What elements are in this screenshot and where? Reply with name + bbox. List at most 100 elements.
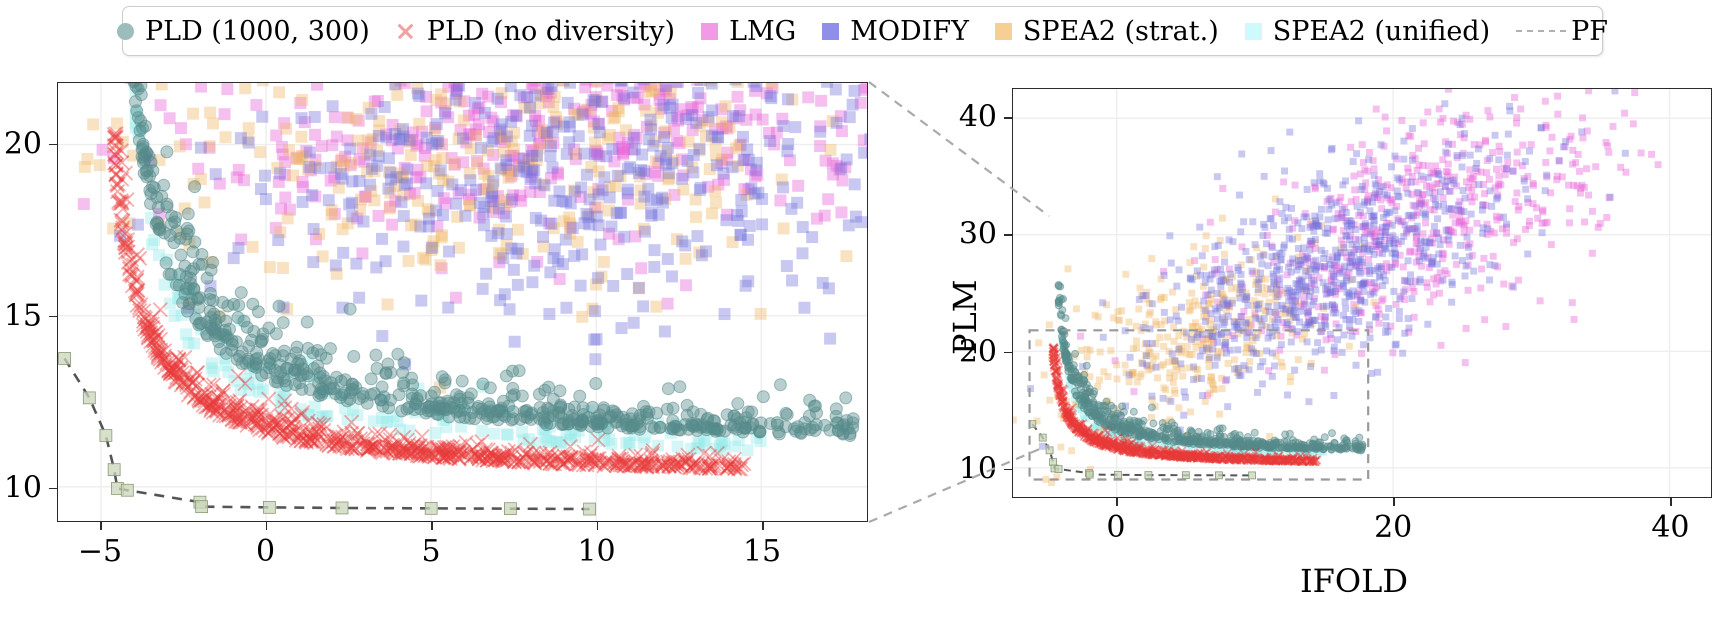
data-point (1286, 309, 1294, 317)
data-point (1522, 185, 1530, 193)
data-point (188, 337, 201, 350)
data-point (1506, 102, 1514, 110)
data-point (132, 303, 148, 319)
data-point (1113, 361, 1121, 369)
data-point (364, 372, 378, 386)
data-point (205, 395, 221, 412)
data-point (517, 434, 530, 447)
data-point (476, 377, 490, 391)
data-point (390, 83, 403, 90)
legend-item: SPEA2 (strat.) (994, 18, 1219, 45)
data-point (1637, 149, 1645, 157)
data-point (348, 434, 364, 450)
data-point (1118, 307, 1126, 315)
data-point (1440, 250, 1448, 258)
data-point (612, 105, 625, 118)
data-point (1282, 305, 1290, 313)
data-point (1226, 346, 1234, 354)
data-point (1588, 207, 1596, 215)
data-point (1206, 377, 1214, 385)
data-point (1294, 449, 1302, 457)
data-point (545, 452, 561, 468)
data-point (1186, 364, 1193, 372)
data-point (1467, 210, 1475, 218)
data-point (1357, 297, 1365, 305)
data-point (1522, 225, 1530, 233)
data-point (1482, 138, 1490, 146)
data-point (1162, 386, 1170, 394)
data-point (344, 159, 357, 172)
data-point (1401, 221, 1409, 229)
data-point (1268, 332, 1276, 340)
data-point (227, 410, 243, 427)
data-point (611, 169, 624, 182)
data-point (1285, 297, 1293, 305)
data-point (1233, 324, 1241, 332)
data-point (1419, 175, 1427, 183)
data-point (504, 195, 517, 208)
data-point (108, 147, 124, 163)
data-point (1420, 209, 1428, 217)
data-point (1286, 286, 1293, 294)
data-point (1305, 318, 1313, 326)
data-point (495, 87, 508, 100)
data-point (184, 284, 197, 297)
data-point (110, 176, 126, 192)
data-point (1308, 217, 1316, 225)
data-point (1148, 392, 1156, 400)
data-point (1352, 328, 1360, 335)
data-point (706, 104, 719, 117)
data-point (1439, 194, 1447, 202)
data-point (731, 90, 744, 103)
data-point (526, 149, 539, 162)
data-point (1390, 239, 1398, 247)
data-point (96, 143, 109, 156)
data-point (1345, 293, 1353, 301)
data-point (576, 444, 592, 460)
data-point (1502, 223, 1510, 231)
data-point (1393, 174, 1401, 182)
data-point (723, 120, 736, 133)
data-point (244, 408, 260, 424)
data-point (829, 83, 842, 96)
data-point (1111, 357, 1119, 365)
data-point (249, 403, 265, 419)
data-point (1126, 353, 1134, 361)
data-point (1217, 331, 1225, 338)
data-point (500, 199, 513, 212)
data-point (1513, 235, 1521, 243)
data-point (1286, 259, 1294, 267)
data-point (471, 102, 484, 115)
data-point (1219, 185, 1227, 192)
data-point (1234, 330, 1242, 338)
data-point (430, 94, 443, 106)
data-point (1444, 168, 1452, 176)
data-point (219, 359, 232, 372)
data-point (1289, 255, 1297, 263)
data-point (1276, 274, 1284, 282)
data-point (219, 314, 233, 328)
data-point (1375, 241, 1383, 249)
data-point (1172, 362, 1180, 370)
data-point (395, 445, 411, 461)
data-point (1342, 315, 1350, 323)
data-point (649, 135, 662, 148)
data-point (355, 435, 371, 452)
data-point (1287, 307, 1295, 315)
data-point (1355, 258, 1363, 266)
data-point (270, 129, 283, 142)
data-point (1375, 176, 1383, 184)
data-point (511, 454, 527, 470)
data-point (639, 431, 652, 444)
data-point (389, 194, 402, 207)
data-point (1444, 236, 1452, 244)
data-point (770, 126, 783, 139)
data-point (261, 424, 277, 440)
data-point (450, 84, 463, 97)
data-point (512, 364, 526, 378)
data-point (417, 251, 430, 264)
data-point (502, 399, 516, 413)
data-point (476, 380, 489, 393)
data-point (155, 352, 171, 368)
data-point (1400, 288, 1408, 296)
